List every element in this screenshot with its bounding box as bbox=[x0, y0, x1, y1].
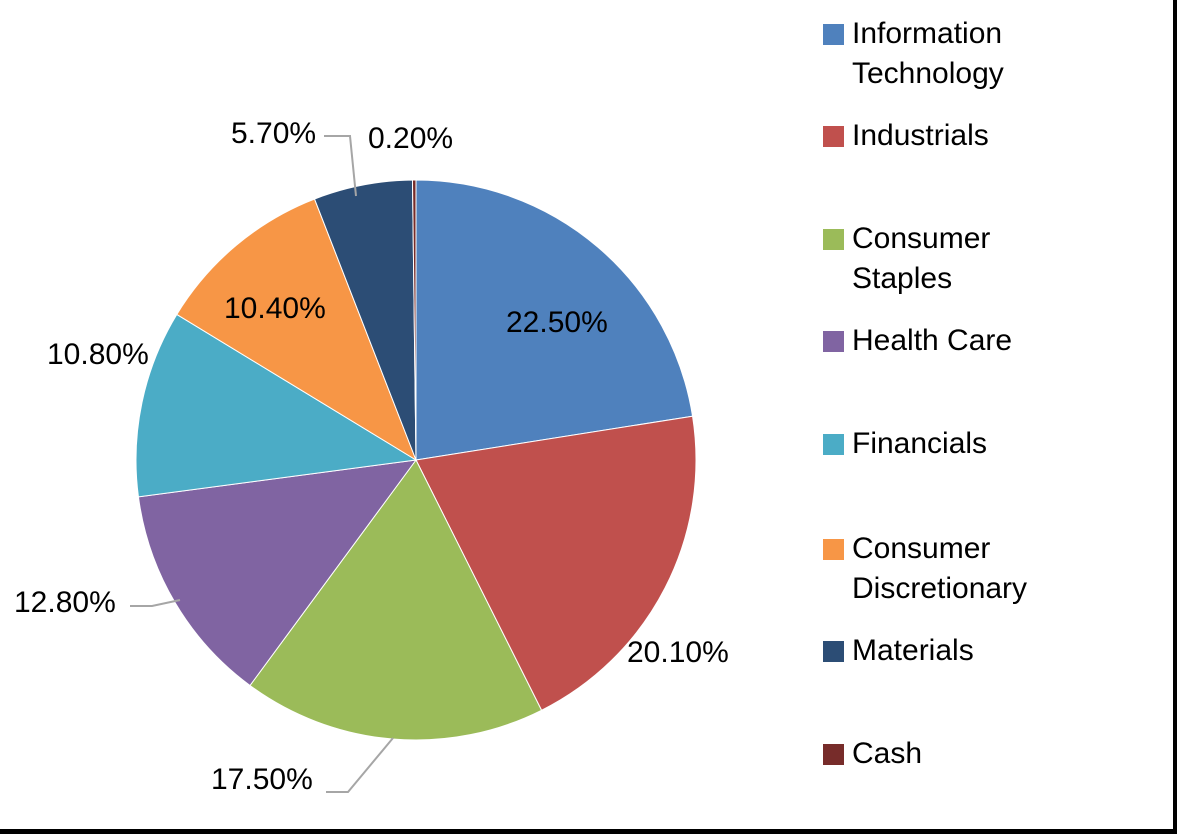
leader-line bbox=[326, 737, 394, 793]
data-label-materials: 5.70% bbox=[231, 117, 317, 150]
pie-slice-information-technology bbox=[415, 179, 694, 461]
legend-swatch-icon bbox=[823, 539, 844, 560]
legend-swatch-icon bbox=[823, 331, 844, 352]
pie-slice-health-care bbox=[137, 459, 418, 687]
legend-label: Industrials bbox=[852, 119, 989, 152]
legend-item-industrials: Industrials bbox=[823, 116, 989, 156]
legend-item-consumer-staples: Consumer Staples bbox=[823, 219, 1092, 299]
legend-swatch-icon bbox=[823, 434, 844, 455]
pie-slice-financials bbox=[135, 313, 418, 498]
legend-swatch-icon bbox=[823, 744, 844, 765]
data-label-cash: 0.20% bbox=[368, 122, 454, 155]
legend-item-information-technology: Information Technology bbox=[823, 14, 1092, 94]
legend-label: Health Care bbox=[852, 324, 1013, 357]
legend-label: Cash bbox=[852, 737, 923, 770]
legend-swatch-icon bbox=[823, 24, 844, 45]
legend-label: Materials bbox=[852, 634, 974, 667]
legend-item-financials: Financials bbox=[823, 424, 987, 464]
data-label-information-technology: 22.50% bbox=[506, 306, 608, 339]
legend-label: Consumer Staples bbox=[852, 222, 991, 295]
data-label-industrials: 20.10% bbox=[627, 636, 729, 669]
legend-item-cash: Cash bbox=[823, 734, 922, 774]
pie-slice-industrials bbox=[415, 415, 697, 711]
legend-label: Consumer Discretionary bbox=[852, 532, 1028, 605]
data-label-health-care: 12.80% bbox=[14, 586, 116, 619]
legend-swatch-icon bbox=[823, 126, 844, 147]
legend-item-consumer-discretionary: Consumer Discretionary bbox=[823, 529, 1092, 609]
leader-line bbox=[324, 135, 357, 197]
legend-item-health-care: Health Care bbox=[823, 321, 1012, 361]
legend-item-materials: Materials bbox=[823, 631, 974, 671]
legend-label: Financials bbox=[852, 427, 988, 460]
data-label-consumer-staples: 17.50% bbox=[211, 763, 313, 796]
data-label-consumer-discretionary: 10.40% bbox=[224, 292, 326, 325]
legend-swatch-icon bbox=[823, 641, 844, 662]
legend-label: Information Technology bbox=[852, 17, 1004, 90]
data-label-financials: 10.80% bbox=[47, 338, 149, 371]
legend-swatch-icon bbox=[823, 229, 844, 250]
pie-slice-cash bbox=[411, 179, 417, 461]
leader-line bbox=[130, 599, 181, 607]
pie-slice-consumer-discretionary bbox=[176, 198, 418, 462]
